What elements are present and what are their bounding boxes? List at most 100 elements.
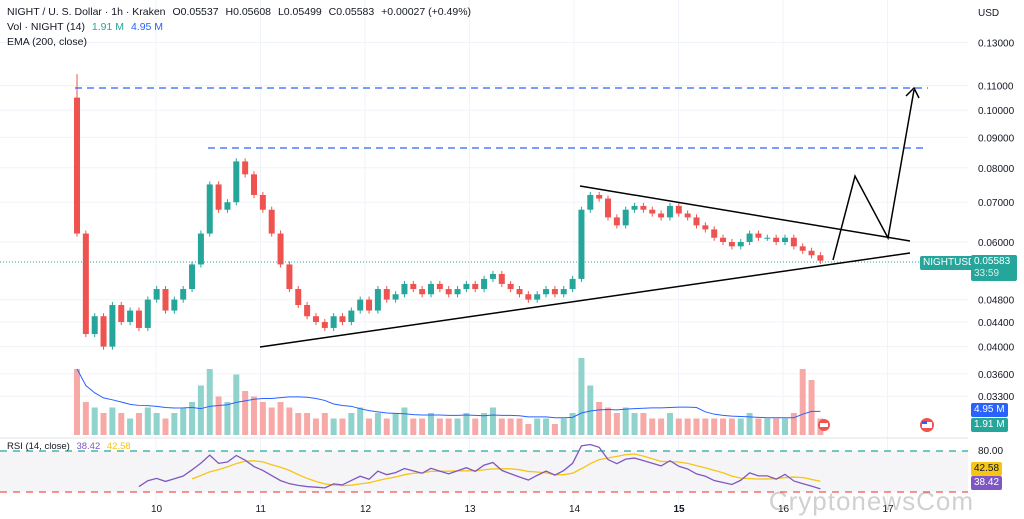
candle: [684, 213, 691, 218]
candle: [790, 237, 797, 247]
candle: [587, 194, 594, 210]
candle: [197, 233, 204, 265]
symbol-legend: NIGHT / U. S. Dollar · 1h · Kraken O0.05…: [7, 6, 475, 18]
candle: [135, 310, 142, 328]
symbol-title[interactable]: NIGHT / U. S. Dollar · 1h · Kraken: [7, 6, 166, 18]
price-tick: 0.09000: [978, 133, 1015, 144]
candle: [782, 237, 788, 242]
price-tick: 0.04800: [978, 296, 1015, 307]
candle: [516, 289, 523, 295]
candle: [118, 305, 125, 323]
candle: [206, 184, 213, 234]
candle: [525, 294, 532, 300]
ema-legend[interactable]: EMA (200, close): [7, 36, 87, 48]
volume-bar: [640, 413, 647, 435]
volume-bar: [251, 396, 257, 435]
candle: [410, 283, 417, 290]
rsi-label[interactable]: RSI (14, close): [7, 441, 70, 452]
candle: [666, 205, 673, 218]
volume-bar: [569, 413, 576, 435]
candle: [711, 229, 718, 238]
volume-bar: [162, 418, 169, 435]
time-tick: 17: [883, 504, 895, 515]
volume-bar: [268, 407, 275, 435]
time-tick: 16: [778, 504, 790, 515]
volume-bar: [224, 402, 231, 435]
volume-bar: [330, 418, 337, 435]
volume-badge: 1.91 M: [971, 418, 1008, 432]
volume-bar: [109, 407, 116, 435]
volume-bar: [534, 418, 541, 435]
volume-label[interactable]: Vol · NIGHT (14): [7, 21, 85, 33]
volume-bar: [410, 418, 417, 435]
candle: [321, 322, 328, 328]
volume-bar: [498, 418, 505, 435]
candle: [569, 278, 576, 290]
candle: [162, 289, 169, 311]
volume-bar: [808, 380, 815, 435]
candle: [436, 283, 443, 290]
volume-bar: [507, 418, 514, 435]
candle: [755, 233, 762, 238]
time-tick: 13: [465, 504, 477, 515]
candle: [631, 205, 638, 210]
candle: [109, 305, 116, 347]
watermark: CryptonewsCom: [768, 486, 974, 516]
candle: [224, 202, 231, 210]
volume-bar: [383, 418, 390, 435]
candle: [543, 289, 550, 295]
candle: [658, 213, 665, 218]
symbol-badge: NIGHTUSD: [920, 256, 979, 270]
volume-bar: [631, 413, 638, 435]
candle: [445, 289, 452, 295]
open-value: O0.05537: [172, 6, 219, 18]
candle: [507, 283, 514, 290]
currency-label: USD: [978, 8, 999, 19]
volume-bar: [755, 418, 762, 435]
volume-bar: [286, 407, 293, 435]
volume-bar: [135, 413, 142, 435]
candle: [728, 242, 735, 247]
triangle-lower-line: [259, 252, 911, 348]
volume-bar: [746, 413, 753, 435]
volume-value: 1.91 M: [91, 21, 125, 33]
volume-bar: [374, 413, 381, 435]
volume-bar: [321, 413, 328, 435]
volume-bar: [339, 418, 346, 435]
volume-bar: [684, 418, 691, 435]
volume-legend: Vol · NIGHT (14) 1.91 M 4.95 M: [7, 21, 167, 33]
time-tick: 15: [674, 504, 686, 515]
rsi-tick: 80.00: [978, 446, 1003, 457]
volume-bar: [587, 385, 594, 435]
volume-bar: [799, 369, 806, 435]
volume-bar: [489, 407, 496, 435]
price-tick: 0.03300: [978, 392, 1015, 403]
volume-bar: [605, 407, 611, 435]
candle: [242, 161, 249, 175]
candle: [339, 316, 346, 323]
candle: [374, 289, 381, 311]
candle: [366, 299, 373, 311]
candle: [454, 289, 461, 295]
candle: [304, 305, 311, 317]
volume-bar: [74, 369, 80, 435]
volume-bar: [472, 418, 479, 435]
volume-bar: [366, 418, 373, 435]
volume-ma-line: [76, 368, 821, 419]
candle: [251, 174, 257, 195]
candle: [144, 299, 151, 328]
volume-bar: [463, 413, 470, 435]
volume-bar: [82, 402, 89, 435]
candle: [91, 316, 98, 335]
price-tick: 0.07000: [978, 198, 1015, 209]
candle: [534, 294, 541, 300]
candle: [419, 289, 426, 295]
volume-bar: [436, 418, 443, 435]
candle: [560, 289, 567, 295]
volume-bar: [91, 407, 98, 435]
candle: [428, 283, 434, 295]
volume-bar: [454, 418, 461, 435]
last-price-badge: 0.05583 33:59: [971, 255, 1017, 281]
candle: [392, 294, 399, 300]
